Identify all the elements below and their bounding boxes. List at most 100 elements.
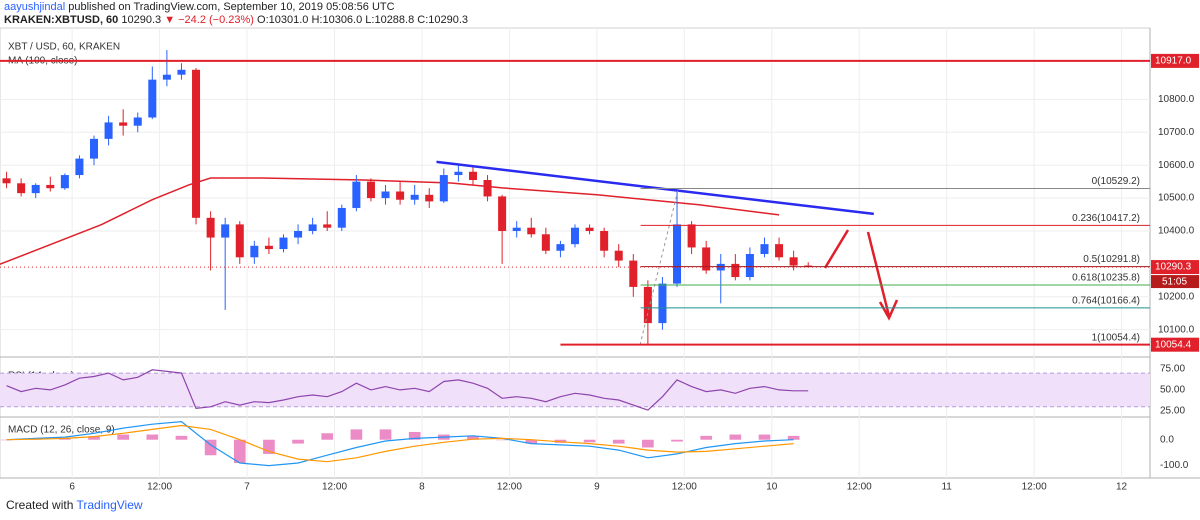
y-tick-label: 10500.0 [1158,193,1195,204]
candle-body [629,260,638,287]
candle-body [789,257,798,266]
macd-histogram [700,435,713,440]
macd-histogram [321,433,334,440]
candle-body [133,117,142,126]
candle-body [702,247,711,271]
y-tick-label: 10100.0 [1158,324,1195,335]
candle-body [366,181,375,199]
y-tick-label: 10400.0 [1158,226,1195,237]
macd-histogram [671,439,683,442]
macd-tick-label: 0.0 [1160,434,1174,445]
price-tag-label: 10290.3 [1155,262,1192,273]
price-tag [1151,53,1199,68]
candle-body [396,191,405,200]
countdown: 51:05 [1162,277,1187,288]
arrow-up [823,229,850,269]
macd-histogram [612,439,625,444]
price-tag [1151,260,1199,275]
change: ▼ −24.2 (−0.23%) [164,14,254,26]
macd-histogram [263,439,275,454]
x-tick-label: 12:00 [847,482,872,493]
candle-body [410,194,419,200]
macd-histogram [379,429,392,440]
ma-line [0,177,780,266]
candle-body [381,191,390,199]
y-tick-label: 10200.0 [1158,291,1195,302]
candle-body [687,224,696,248]
fib-label: 1(10054.4) [1092,332,1140,343]
candle-body [235,224,244,258]
macd-histogram [350,429,363,440]
candle-body [177,69,186,75]
x-tick-label: 12:00 [322,482,347,493]
symbol: KRAKEN:XBTUSD, 60 [4,14,119,26]
author[interactable]: aayushjindal [4,1,66,13]
byline: aayushjindal published on TradingView.co… [4,1,468,14]
candle-body [600,230,609,251]
arrow-down [866,231,899,321]
fib-label: 0(10529.2) [1092,176,1140,187]
frame [0,27,1151,479]
brand[interactable]: TradingView [76,498,143,512]
candle-body [250,245,259,258]
price-tag-label: 10917.0 [1155,56,1192,67]
macd-histogram [525,439,538,444]
macd-histogram [117,434,129,440]
macd-histogram [175,435,188,440]
fib-label: 0.764(10166.4) [1072,295,1140,306]
candle-body [760,244,769,255]
x-tick-label: 10 [766,482,778,493]
candle-body [46,184,55,189]
macd-line [6,420,794,467]
candle-body [221,224,230,238]
macd-histogram [583,439,596,443]
rsi-line [6,369,809,411]
ohlc: O:10301.0 H:10306.0 L:10288.8 C:10290.3 [257,14,469,26]
candle-body [264,245,273,250]
macd-histogram [0,439,13,441]
candle-body [658,283,667,324]
candle-body [745,254,754,278]
signal-line [6,424,794,463]
candle-body [673,224,682,284]
macd-histogram [467,436,479,440]
candle-body [731,263,740,278]
macd-histogram [758,434,771,440]
candle-body [279,237,288,250]
price-tag-label: 10054.4 [1155,339,1192,350]
fib-label: 0.618(10235.8) [1072,273,1140,284]
macd-histogram [408,431,421,440]
candle-body [643,286,652,324]
macd-histogram [642,439,654,448]
x-tick-label: 12:00 [672,482,697,493]
x-tick-label: 9 [594,482,600,493]
macd-label: MACD (12, 26, close, 9) [8,425,115,436]
candle-body [425,194,434,202]
macd-histogram [292,439,304,444]
macd-histogram [233,439,246,463]
candle-body [585,227,594,231]
candle-body [90,138,99,159]
quote-line: KRAKEN:XBTUSD, 60 10290.3 ▼ −24.2 (−0.23… [4,14,468,27]
fib-trend [639,189,679,346]
candle-body [294,230,303,238]
created: Created with [6,498,74,512]
macd-tick-label: -100.0 [1160,460,1189,471]
candle-body [352,181,361,208]
candle-body [148,79,157,118]
price-tag [1151,337,1199,352]
trendline [436,160,874,216]
rsi-tick-label: 75.00 [1160,364,1185,375]
fib-label: 0.236(10417.2) [1072,213,1140,224]
candle-body [60,175,69,189]
y-tick-label: 10700.0 [1158,127,1195,138]
candle-body [541,234,550,251]
macd-histogram [729,434,742,440]
rsi-band [0,373,1150,407]
candle-body [498,196,507,231]
macd-histogram [496,439,508,441]
candle-body [527,227,536,235]
rsi-tick-label: 50.00 [1160,385,1185,396]
footer: Created with TradingView [6,498,143,512]
